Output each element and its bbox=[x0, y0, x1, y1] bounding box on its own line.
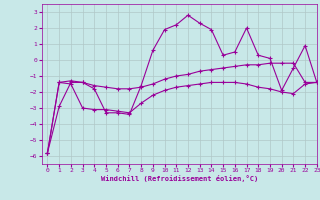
X-axis label: Windchill (Refroidissement éolien,°C): Windchill (Refroidissement éolien,°C) bbox=[100, 175, 258, 182]
